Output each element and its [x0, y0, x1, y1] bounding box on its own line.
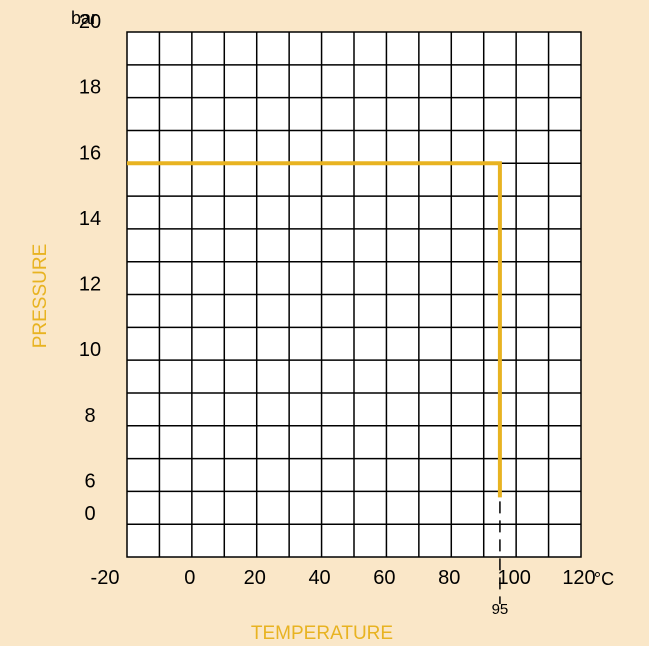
y-tick-label: 12 — [79, 274, 101, 296]
y-tick-label: 0 — [84, 503, 95, 525]
y-tick-label: 10 — [79, 339, 101, 361]
x-tick-label: 100 — [497, 567, 530, 589]
y-tick-label: 20 — [79, 11, 101, 33]
x-tick-label: 60 — [373, 567, 395, 589]
y-tick-label: 8 — [84, 405, 95, 427]
y-tick-label: 18 — [79, 77, 101, 99]
y-tick-label: 14 — [79, 208, 101, 230]
x-tick-label: -20 — [91, 567, 120, 589]
x-unit-label: °C — [594, 569, 614, 589]
grid-lines — [127, 32, 581, 557]
x-axis-title: TEMPERATURE — [251, 623, 393, 644]
y-tick-label: 16 — [79, 142, 101, 164]
x-tick-label: 40 — [308, 567, 330, 589]
marker-layer: 95 — [492, 501, 509, 618]
x-tick-label: 80 — [438, 567, 460, 589]
series-layer — [127, 161, 502, 498]
plot-border — [126, 31, 582, 558]
x-tick-labels: -20 0 20 40 60 80 100 120 — [91, 567, 596, 589]
y-tick-label: 6 — [84, 470, 95, 492]
marker-label: 95 — [492, 601, 509, 618]
y-tick-labels: 20 18 16 14 12 10 8 6 0 — [79, 11, 101, 525]
x-tick-label: 20 — [244, 567, 266, 589]
y-axis-title: PRESSURE — [30, 244, 51, 349]
x-tick-label: 0 — [184, 567, 195, 589]
x-tick-label: 120 — [562, 567, 595, 589]
series-line — [127, 161, 502, 498]
y-unit-label: bar — [71, 8, 97, 28]
